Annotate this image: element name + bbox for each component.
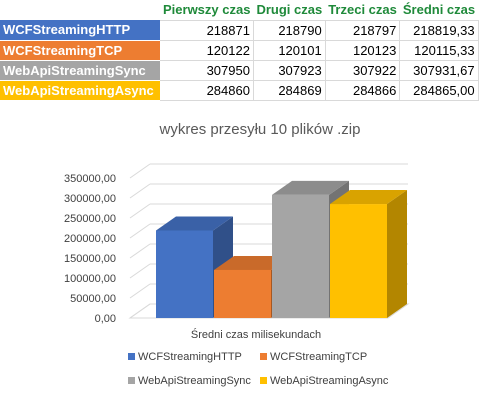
cell-value: 307931,67 [399,59,479,81]
header-average-time: Średni czas [399,0,479,21]
table-row: WebApiStreamingAsync 284860 284869 28486… [0,79,479,101]
header-first-time: Pierwszy czas [160,0,254,21]
header-blank [0,0,160,20]
row-label: WebApiStreamingSync [0,60,160,81]
cell-value: 307923 [253,59,326,81]
bar-front [214,269,271,318]
cell-value: 284860 [160,79,254,101]
gridline [129,183,151,199]
cell-value: 307922 [325,59,401,81]
cell-value: 218790 [253,19,326,41]
y-tick-label: 200000,00 [64,233,116,245]
bar-front [272,194,329,318]
table-row: WCFStreamingHTTP 218871 218790 218797 21… [0,19,479,41]
gridline [129,283,151,299]
cell-value: 218871 [160,19,254,41]
header-third-time: Trzeci czas [325,0,400,21]
bar-front [330,204,387,318]
bar-top [156,216,233,231]
cell-value: 307950 [160,59,254,81]
gridline [129,223,151,239]
legend: WCFStreamingHTTP WCFStreamingTCP WebApiStr… [128,351,389,387]
chart: wykres przesyłu 10 plików .zip 0,00 50000… [64,121,410,387]
y-tick-label: 300000,00 [64,193,116,205]
row-label: WCFStreamingTCP [0,40,160,61]
y-tick-label: 150000,00 [64,253,116,265]
gridline [129,203,151,219]
gridline [129,263,151,279]
y-tick-label: 350000,00 [64,173,116,185]
y-axis-ticks: 0,00 50000,00 100000,00 150000,00 200000,00 2… [64,173,116,325]
cell-value: 120123 [325,39,401,61]
table-row: WebApiStreamingSync 307950 307923 307922… [0,59,479,81]
cell-value: 284865,00 [399,79,479,101]
cell-value: 120101 [253,39,326,61]
cell-value: 218819,33 [399,19,479,41]
cell-value: 284866 [325,79,401,101]
cell-value: 120122 [160,39,254,61]
legend-swatch [260,377,267,384]
x-axis-label: Średni czas milisekundach [191,328,321,341]
bar-top [214,255,291,270]
y-tick-label: 0,00 [95,313,116,325]
y-tick-label: 250000,00 [64,213,116,225]
legend-item: WebApiStreamingSync [128,375,251,387]
legend-item: WCFStreamingTCP [260,351,367,363]
header-second-time: Drugi czas [253,0,326,21]
bar-side [387,190,407,318]
legend-label: WCFStreamingHTTP [138,351,242,363]
row-label: WebApiStreamingAsync [0,80,160,101]
table-row: WCFStreamingTCP 120122 120101 120123 120… [0,39,479,61]
legend-swatch [128,353,135,360]
cell-value: 218797 [325,19,401,41]
legend-label: WebApiStreamingAsync [270,375,389,387]
table-header-row: Pierwszy czas Drugi czas Trzeci czas Śre… [0,0,479,21]
bar-top [272,180,349,195]
cell-value: 284869 [253,79,326,101]
legend-swatch [260,353,267,360]
legend-label: WebApiStreamingSync [138,375,251,387]
legend-item: WCFStreamingHTTP [128,351,242,363]
chart-title: wykres przesyłu 10 plików .zip [159,121,361,138]
legend-label: WCFStreamingTCP [270,351,367,363]
bar-front [156,230,213,318]
legend-swatch [128,377,135,384]
gridline [129,163,151,179]
cell-value: 120115,33 [399,39,479,61]
bars [156,180,407,318]
results-table: Pierwszy czas Drugi czas Trzeci czas Śre… [0,0,479,101]
y-tick-label: 50000,00 [70,293,116,305]
gridline [129,243,151,259]
legend-item: WebApiStreamingAsync [260,375,389,387]
row-label: WCFStreamingHTTP [0,20,160,41]
bar-webapistreamingasync [330,190,407,318]
bar-top [330,190,407,205]
y-tick-label: 100000,00 [64,273,116,285]
